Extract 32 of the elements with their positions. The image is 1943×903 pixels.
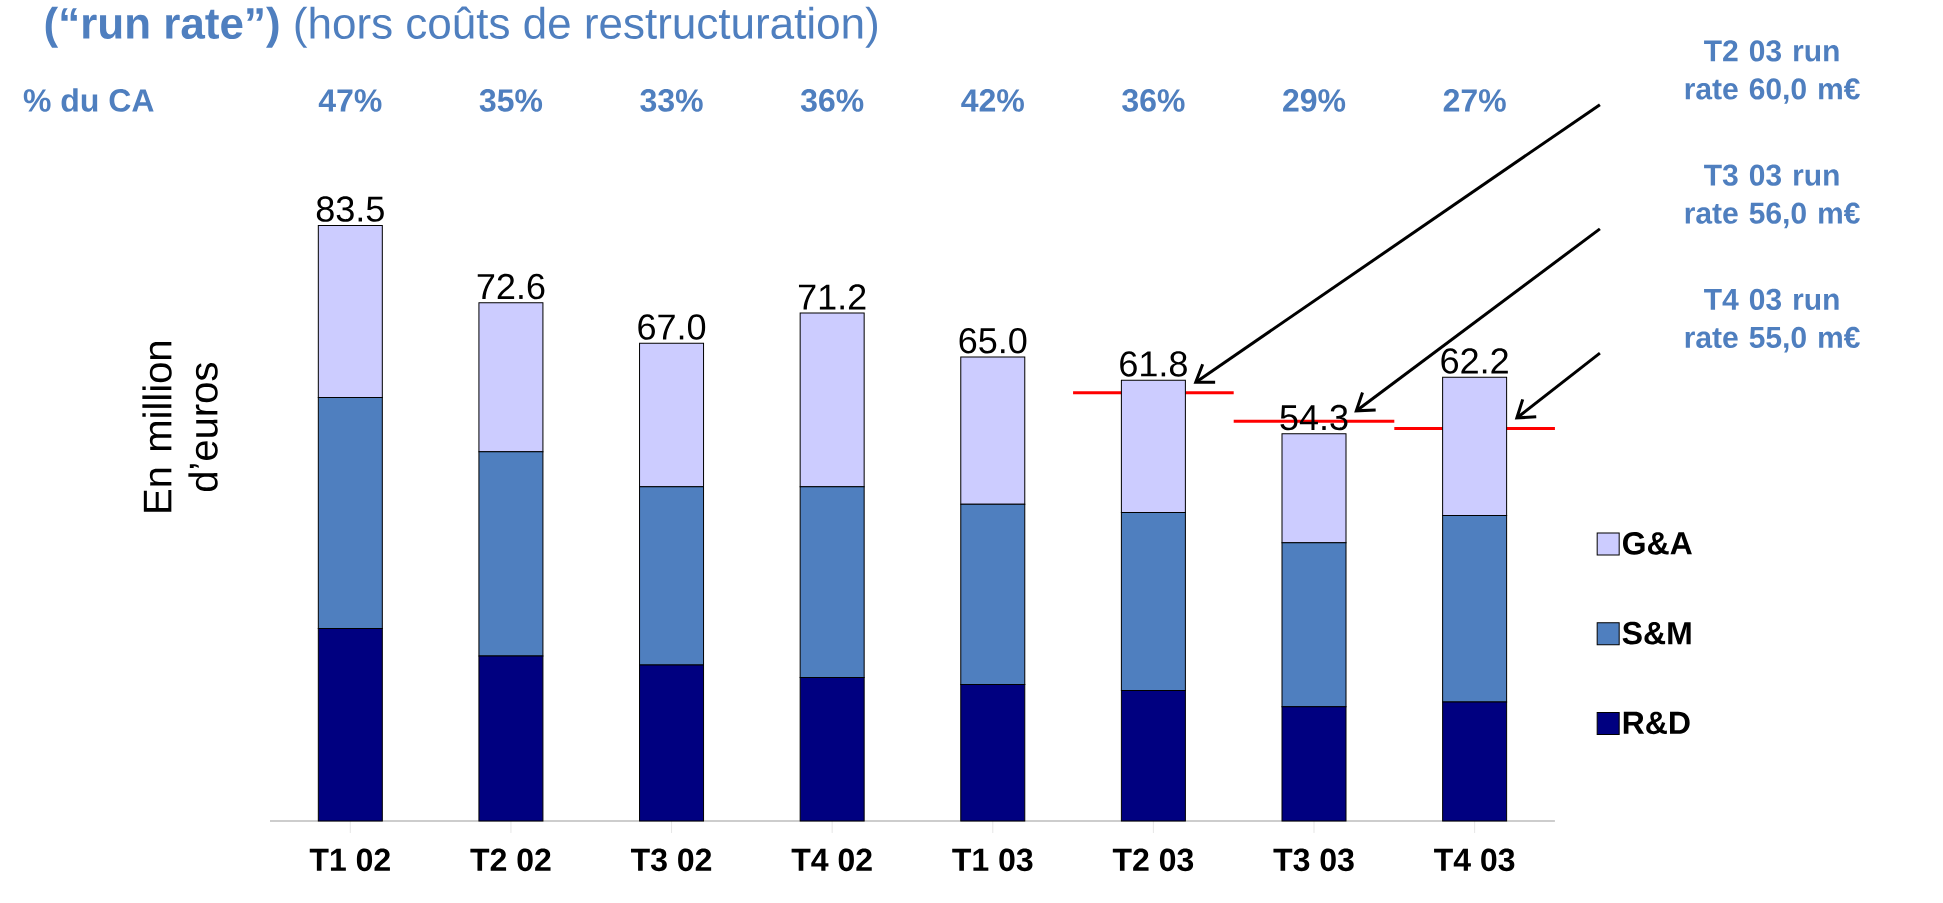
- x-tick-label: T1 03: [952, 848, 1033, 872]
- x-tick-label: T4 03: [1434, 848, 1515, 872]
- text: T4 03 run rate 55,0 m€: [1685, 288, 1860, 353]
- y-axis-title: En million d’euros: [142, 342, 218, 512]
- text: T3 03 run rate 56,0 m€: [1685, 164, 1860, 229]
- x-tick-label: T3 02: [630, 848, 712, 872]
- text: 35%: [479, 89, 543, 112]
- annotation: 83.5: [316, 196, 384, 222]
- text: 27%: [1443, 89, 1506, 112]
- annotation: 65.0: [959, 328, 1027, 354]
- legend-label: G&A: [1622, 532, 1692, 555]
- annotation: 67.0: [638, 314, 706, 340]
- text: 36%: [1122, 89, 1185, 112]
- annotation: 61.8: [1120, 351, 1187, 377]
- text: 42%: [961, 89, 1024, 112]
- text: % du CA: [23, 88, 154, 112]
- text: 36%: [800, 89, 864, 112]
- x-tick-label: T1 02: [309, 848, 390, 872]
- legend-label: S&M: [1622, 621, 1691, 645]
- text: 33%: [640, 89, 703, 112]
- annotation: 71.2: [798, 284, 866, 310]
- x-tick-label: T3 03: [1273, 848, 1354, 872]
- text: 29%: [1283, 89, 1346, 112]
- x-tick-label: T2 02: [470, 848, 551, 872]
- legend-label: R&D: [1623, 711, 1690, 735]
- x-tick-label: T4 02: [791, 848, 872, 872]
- chart-title: (“run rate”) (hors coûts de restructuration): [45, 6, 877, 48]
- annotation: 62.2: [1441, 348, 1508, 374]
- text: 47%: [318, 89, 382, 112]
- x-tick-label: T2 03: [1112, 848, 1194, 872]
- text: T2 03 run rate 60,0 m€: [1685, 40, 1860, 104]
- annotation: 72.6: [477, 273, 545, 300]
